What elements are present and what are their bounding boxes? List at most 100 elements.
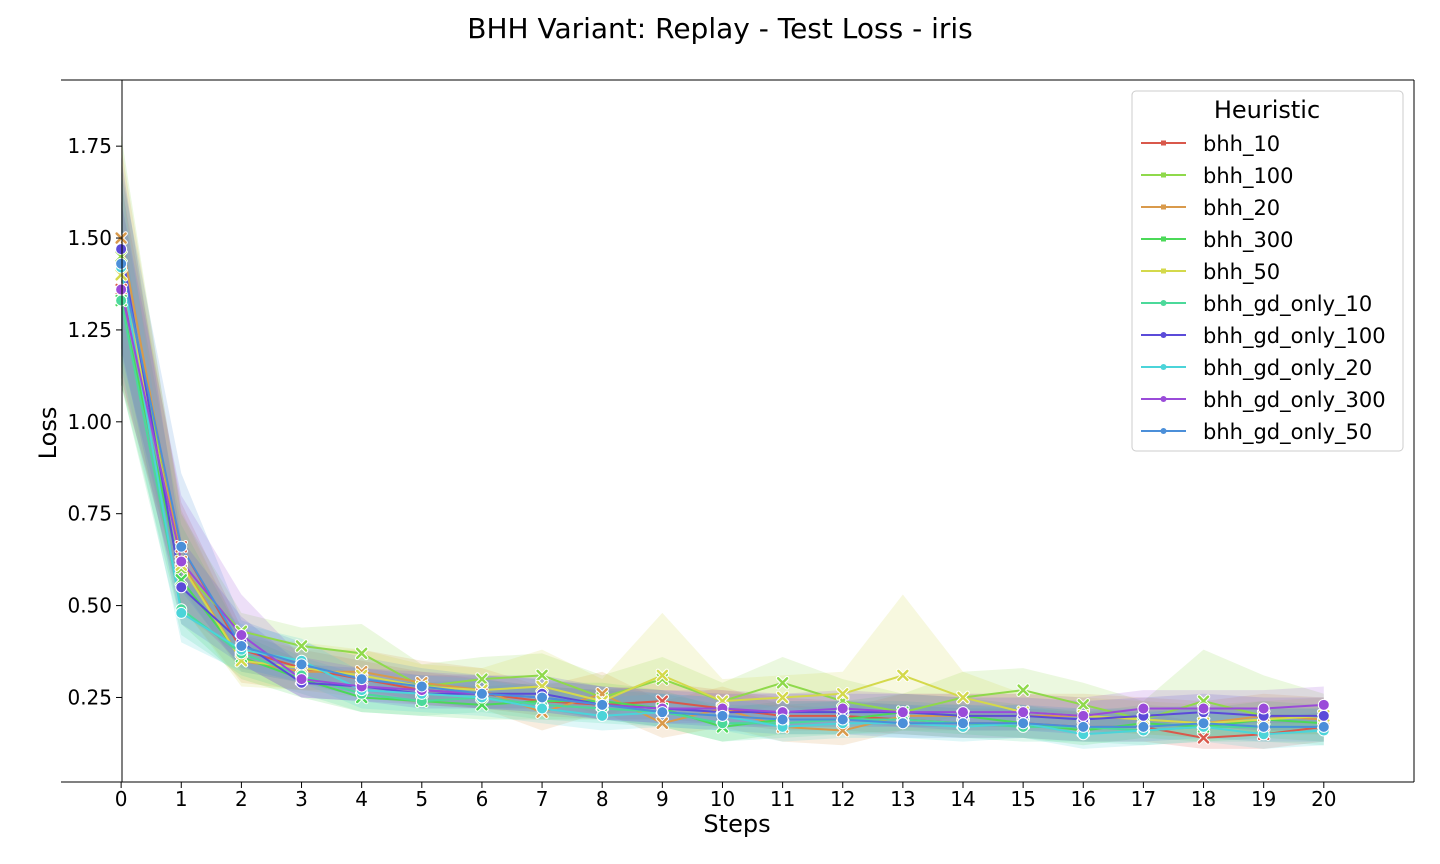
marker-bhh_gd_only_50 [596,698,609,711]
marker-bhh_gd_only_50 [656,706,669,719]
band-bhh_50 [121,164,1324,738]
legend-label: bhh_gd_only_10 [1203,292,1372,317]
x-tick-label: 20 [1311,787,1336,811]
legend-marker [1161,236,1166,242]
marker-bhh_gd_only_50 [1077,720,1090,733]
legend-marker [1160,428,1167,434]
x-tick-label: 11 [770,787,795,811]
legend-label: bhh_gd_only_20 [1203,356,1372,381]
legend-item-bhh_gd_only_10: bhh_gd_only_10 [1141,292,1372,317]
marker-bhh_gd_only_100 [115,243,128,256]
marker-bhh_100 [294,639,309,653]
x-tick-label: 7 [536,787,549,811]
chart-title: BHH Variant: Replay - Test Loss - iris [467,12,973,45]
marker-bhh_gd_only_300 [1317,698,1330,711]
marker-bhh_gd_only_100 [1317,709,1330,722]
marker-bhh_gd_only_50 [1137,720,1150,733]
marker-bhh_gd_only_50 [776,713,789,726]
legend-marker [1161,204,1166,210]
marker-bhh_gd_only_50 [1017,717,1030,730]
marker-bhh_gd_only_20 [175,606,188,619]
y-axis-label: Loss [34,407,62,460]
marker-bhh_gd_only_50 [235,640,248,653]
x-tick-label: 14 [950,787,975,811]
marker-bhh_100 [535,668,549,683]
x-tick-label: 5 [415,787,428,811]
legend-box [1131,90,1404,452]
legend-item-bhh_100: bhh_100 [1141,164,1294,189]
marker-bhh_20 [655,716,670,730]
x-tick-label: 1 [175,787,188,811]
legend-item-bhh_20: bhh_20 [1141,196,1280,221]
marker-bhh_gd_only_300 [1137,702,1150,715]
x-tick-label: 0 [115,787,128,811]
marker-bhh_gd_only_20 [596,709,609,722]
band-bhh_100 [121,135,1324,735]
legend-label: bhh_gd_only_300 [1203,388,1386,413]
legend-item-bhh_gd_only_20: bhh_gd_only_20 [1141,356,1372,381]
marker-bhh_gd_only_300 [957,706,969,719]
marker-bhh_gd_only_50 [716,709,729,722]
x-tick-label: 2 [235,787,248,811]
marker-bhh_gd_only_50 [415,680,428,693]
y-tick-label: 1.25 [67,318,112,342]
y-tick-label: 0.25 [67,685,112,709]
marker-bhh_100 [1016,683,1030,697]
marker-bhh_gd_only_300 [295,673,308,686]
marker-bhh_gd_only_50 [957,717,969,730]
marker-bhh_gd_only_300 [896,706,909,719]
marker-bhh_gd_only_50 [836,713,849,726]
legend-label: bhh_gd_only_100 [1203,324,1386,349]
marker-bhh_gd_only_50 [115,257,128,270]
legend-marker [1160,300,1167,306]
marker-bhh_gd_only_50 [1257,720,1270,733]
legend-items: bhh_10 bhh_100 bhh_20 bhh_300 bhh_50 bhh_gd_o… [1141,132,1386,445]
marker-bhh_100 [475,672,489,686]
marker-bhh_gd_only_50 [355,673,368,686]
marker-bhh_gd_only_20 [536,702,549,715]
legend: Heuristic bhh_10bhh_100bhh_20bhh_300bhh_… [1131,90,1404,452]
legend-label: bhh_gd_only_50 [1203,420,1372,445]
y-ticks: 0.25 0.50 0.75 1.00 1.25 1.50 1.75 [67,134,122,709]
marker-bhh_gd_only_50 [536,691,549,704]
x-tick-label: 8 [596,787,609,811]
marker-bhh_gd_only_300 [1197,702,1210,715]
x-ticks: 0 1 2 3 4 5 6 7 8 9 10 11 12 13 14 15 16 17 18 19 20 [115,782,1337,811]
x-tick-label: 13 [890,787,915,811]
legend-label: bhh_10 [1203,132,1280,157]
marker-bhh_gd_only_50 [896,717,909,730]
x-tick-label: 10 [710,787,735,811]
marker-bhh_gd_only_300 [836,702,849,715]
marker-bhh_50 [835,687,850,701]
legend-label: bhh_50 [1203,260,1280,285]
marker-bhh_10 [1196,731,1211,745]
marker-bhh_gd_only_50 [1317,720,1330,733]
marker-bhh_gd_only_10 [115,294,128,307]
x-tick-label: 19 [1251,787,1276,811]
marker-bhh_gd_only_50 [295,658,308,671]
marker-bhh_100 [354,646,369,661]
x-tick-label: 6 [476,787,489,811]
y-tick-label: 0.50 [67,594,112,618]
marker-bhh_100 [1076,698,1091,712]
legend-item-bhh_gd_only_300: bhh_gd_only_300 [1141,388,1386,413]
x-tick-label: 16 [1071,787,1096,811]
y-tick-label: 1.75 [67,134,112,158]
legend-marker [1160,332,1167,338]
marker-bhh_50 [896,668,910,683]
legend-marker [1160,364,1167,370]
marker-bhh_gd_only_50 [1197,717,1210,730]
marker-bhh_gd_only_300 [1257,702,1270,715]
confidence-bands [121,135,1324,749]
legend-item-bhh_50: bhh_50 [1141,260,1280,285]
axes [61,79,1415,783]
legend-label: bhh_100 [1203,164,1294,189]
marker-bhh_gd_only_50 [475,687,488,700]
legend-item-bhh_10: bhh_10 [1141,132,1280,157]
x-tick-label: 17 [1131,787,1156,811]
legend-marker [1161,172,1166,178]
marker-bhh_gd_only_50 [175,540,188,553]
legend-item-bhh_gd_only_50: bhh_gd_only_50 [1141,420,1372,445]
x-axis-label: Steps [703,810,770,838]
